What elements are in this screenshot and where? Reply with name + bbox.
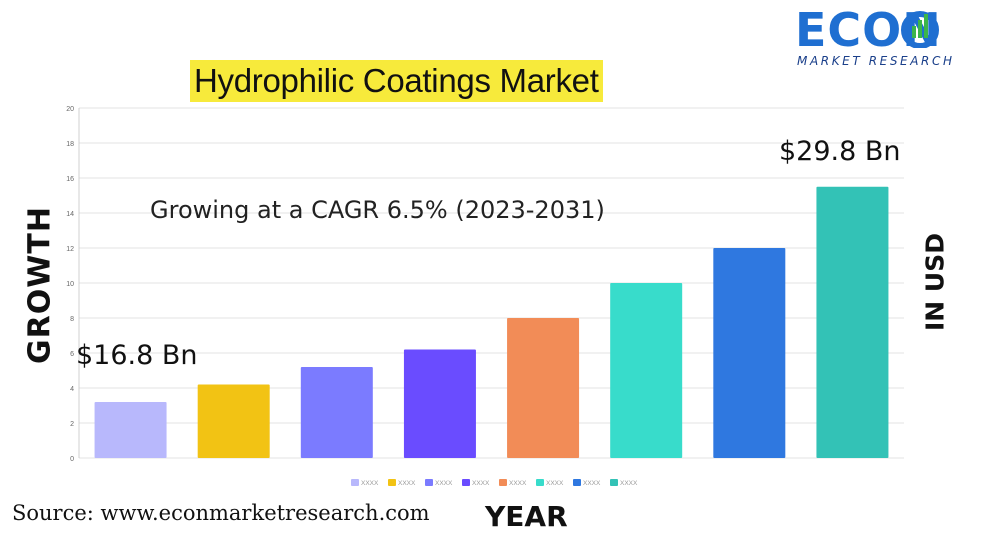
bar xyxy=(403,349,476,458)
econ-logo: ECON MARKET RESEARCH xyxy=(795,4,975,70)
bar xyxy=(610,283,683,458)
bars xyxy=(94,186,889,458)
legend-swatch xyxy=(388,479,396,486)
logo-chart-icon xyxy=(901,11,939,48)
bar xyxy=(197,384,270,458)
legend-swatch xyxy=(425,479,433,486)
legend-label: XXXX xyxy=(509,480,527,487)
y-tick-label: 20 xyxy=(66,106,74,113)
legend-swatch xyxy=(610,479,618,486)
legend-label: XXXX xyxy=(398,480,416,487)
y-tick-label: 10 xyxy=(66,281,74,288)
legend-swatch xyxy=(351,479,359,486)
y-tick-label: 18 xyxy=(66,141,74,148)
logo-subtitle: MARKET RESEARCH xyxy=(797,54,955,68)
y-tick-label: 6 xyxy=(70,351,74,358)
legend-label: XXXX xyxy=(361,480,379,487)
legend-label: XXXX xyxy=(583,480,601,487)
x-axis-label-year: YEAR xyxy=(485,500,568,533)
y-tick-label: 12 xyxy=(66,246,74,253)
y-tick-label: 2 xyxy=(70,421,74,428)
bar xyxy=(507,318,580,458)
bar xyxy=(94,402,167,458)
y-tick-label: 0 xyxy=(70,456,74,463)
legend-label: XXXX xyxy=(546,480,564,487)
cagr-subtitle: Growing at a CAGR 6.5% (2023-2031) xyxy=(150,196,605,224)
start-value-callout: $16.8 Bn xyxy=(76,340,198,371)
legend-swatch xyxy=(536,479,544,486)
y-tick-label: 4 xyxy=(70,386,74,393)
y-tick-label: 14 xyxy=(66,211,74,218)
y-tick-label: 8 xyxy=(70,316,74,323)
y-axis-label-usd: IN USD xyxy=(920,233,950,331)
legend-label: XXXX xyxy=(472,480,490,487)
legend-swatch xyxy=(499,479,507,486)
y-tick-label: 16 xyxy=(66,176,74,183)
legend-label: XXXX xyxy=(435,480,453,487)
legend-swatch xyxy=(573,479,581,486)
y-tick-labels: 0 2 4 6 8 10 12 14 16 18 20 xyxy=(66,106,74,463)
legend-swatch xyxy=(462,479,470,486)
legend: XXXX XXXX XXXX XXXX XXXX XXXX XXXX XXXX xyxy=(351,479,638,487)
bar xyxy=(713,248,786,458)
end-value-callout: $29.8 Bn xyxy=(779,136,901,167)
bar xyxy=(300,367,373,458)
chart-title: Hydrophilic Coatings Market xyxy=(190,60,603,102)
legend-label: XXXX xyxy=(620,480,638,487)
y-axis-label-growth: GROWTH xyxy=(22,206,58,364)
bar xyxy=(816,186,889,458)
source-text: Source: www.econmarketresearch.com xyxy=(12,501,430,525)
